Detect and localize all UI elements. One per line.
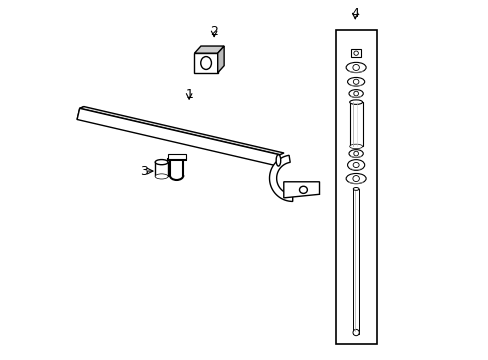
Ellipse shape: [352, 329, 359, 336]
Polygon shape: [194, 46, 224, 53]
Ellipse shape: [353, 51, 358, 55]
Ellipse shape: [352, 176, 359, 181]
Text: 2: 2: [210, 25, 218, 38]
Ellipse shape: [348, 150, 363, 157]
Bar: [155, 162, 168, 176]
Polygon shape: [217, 46, 224, 73]
Text: 1: 1: [185, 88, 193, 101]
Ellipse shape: [155, 174, 168, 179]
Ellipse shape: [347, 159, 364, 170]
Bar: [194, 53, 217, 73]
Ellipse shape: [346, 62, 366, 73]
Ellipse shape: [155, 159, 168, 165]
Polygon shape: [283, 182, 319, 198]
Bar: [350, 49, 361, 58]
Ellipse shape: [299, 186, 307, 193]
Text: 3: 3: [140, 165, 148, 177]
Polygon shape: [269, 155, 292, 202]
Ellipse shape: [347, 77, 364, 86]
Ellipse shape: [346, 174, 366, 184]
Ellipse shape: [352, 64, 359, 71]
Ellipse shape: [276, 155, 280, 166]
Bar: [335, 30, 376, 344]
Polygon shape: [80, 107, 284, 155]
Ellipse shape: [349, 144, 362, 149]
Ellipse shape: [352, 162, 358, 167]
Ellipse shape: [353, 151, 358, 156]
Bar: [352, 189, 358, 334]
Text: 4: 4: [350, 8, 359, 21]
Ellipse shape: [348, 90, 363, 98]
Ellipse shape: [353, 79, 358, 84]
Bar: [349, 102, 362, 147]
Ellipse shape: [349, 100, 362, 104]
Bar: [167, 154, 185, 158]
Ellipse shape: [352, 188, 358, 190]
Ellipse shape: [201, 57, 211, 69]
Polygon shape: [77, 108, 279, 166]
Polygon shape: [77, 107, 84, 120]
Ellipse shape: [353, 91, 358, 96]
